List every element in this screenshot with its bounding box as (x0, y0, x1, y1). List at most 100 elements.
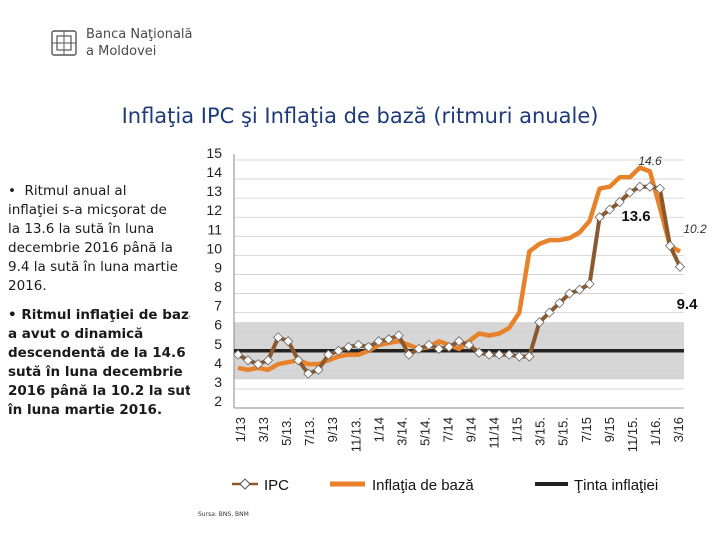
y-tick-label: 9 (214, 259, 222, 275)
y-tick-label: 12 (206, 202, 222, 218)
ipc-point (614, 196, 625, 208)
annotation-core-mar: 10.2 (683, 222, 707, 236)
chart-legend: IPC Inflaţia de bază Ţinta inflaţiei (232, 477, 658, 494)
ipc-point (242, 355, 254, 366)
ipc-point (433, 343, 444, 354)
x-tick-label: 11/13. (348, 417, 363, 452)
y-tick-label: 15 (206, 145, 222, 161)
y-tick-label: 8 (214, 279, 222, 295)
ipc-point (293, 355, 304, 366)
bank-name-line1: Banca Naţională (86, 27, 193, 42)
x-tick-label: 11/15. (625, 417, 640, 452)
x-tick-label: 3/13 (256, 417, 271, 442)
ipc-point (484, 349, 495, 360)
y-tick-label: 5 (214, 336, 222, 352)
x-tick-label: 3/15. (533, 417, 548, 446)
y-tick-label: 6 (214, 317, 222, 333)
ipc-point (604, 204, 615, 215)
ipc-point (474, 347, 485, 358)
ipc-point (273, 332, 284, 343)
x-tick-label: 5/14. (417, 417, 432, 446)
y-tick-label: 10 (206, 240, 222, 256)
y-tick-label: 4 (214, 355, 222, 371)
x-tick-label: 9/13 (325, 417, 340, 442)
ipc-point (403, 349, 414, 360)
ipc-point (373, 336, 384, 347)
ipc-point (253, 359, 264, 370)
annotation-ipc-mar: 9.4 (677, 296, 699, 313)
ipc-point (343, 341, 354, 353)
ipc-point (283, 336, 294, 347)
legend-target-label: Ţinta inflaţiei (574, 477, 658, 494)
ipc-point (514, 351, 525, 362)
x-tick-label: 1/15 (510, 417, 525, 442)
legend-core-label: Inflaţia de bază (372, 477, 474, 494)
ipc-point (584, 278, 595, 290)
ipc-point (564, 288, 575, 299)
bank-logo: Banca Naţională a Moldovei (50, 26, 193, 60)
bank-name-line2: a Moldovei (86, 44, 157, 59)
y-tick-label: 7 (214, 298, 222, 314)
x-tick-label: 5/13. (279, 417, 294, 446)
bank-emblem-icon (51, 30, 77, 56)
ipc-point (443, 341, 455, 353)
ipc-point (232, 349, 244, 360)
ipc-point (353, 339, 364, 351)
legend-ipc-label: IPC (264, 477, 289, 494)
y-tick-label: 14 (206, 164, 222, 180)
ipc-point (654, 183, 665, 194)
x-tick-label: 1/14 (371, 417, 386, 442)
x-tick-label: 1/13 (233, 417, 248, 442)
ipc-point (383, 334, 394, 345)
x-tick-label: 3/16 (671, 417, 686, 442)
ipc-point (313, 364, 324, 375)
ipc-point (634, 181, 645, 192)
ipc-point (333, 345, 344, 356)
ipc-point (494, 349, 505, 360)
ipc-point (674, 261, 686, 272)
ipc-point (363, 341, 374, 353)
bullet-list: • Ritmul anual al inflaţiei s-a micşorat… (8, 182, 190, 430)
bullet-core: • Ritmul inflaţiei de bază a avut o dina… (8, 307, 190, 418)
core-inflation-line (237, 165, 682, 373)
x-tick-label: 1/16. (648, 417, 663, 446)
ipc-point (463, 339, 475, 351)
ipc-point (323, 349, 334, 360)
ipc-point (644, 181, 655, 192)
ipc-point (413, 343, 424, 354)
x-tick-label: 3/14. (394, 417, 409, 446)
annotation-ipc-dec: 13.6 (621, 208, 650, 225)
ipc-point (504, 349, 515, 360)
ipc-point (423, 339, 434, 351)
ipc-point (554, 298, 565, 309)
ipc-point (263, 355, 274, 366)
bank-name: Banca Naţională a Moldovei (86, 26, 193, 60)
ipc-point (303, 368, 314, 379)
y-tick-label: 11 (207, 221, 222, 237)
x-tick-label: 9/15 (602, 417, 617, 442)
x-tick-label: 7/15 (579, 417, 594, 442)
ipc-point (453, 336, 465, 347)
y-tick-label: 2 (214, 393, 222, 409)
ipc-point (544, 307, 555, 318)
ipc-point (624, 187, 635, 198)
slide-title: Inflaţia IPC şi Inflaţia de bază (ritmur… (121, 104, 599, 128)
x-tick-label: 5/15. (556, 417, 571, 446)
legend-ipc-marker (239, 478, 251, 490)
x-tick-label: 7/13. (302, 417, 317, 446)
x-tick-label: 7/14 (440, 417, 455, 442)
bullet-cpi: • Ritmul anual al inflaţiei s-a micşorat… (8, 183, 178, 294)
source-note: Sursa: BNS, BNM (198, 511, 249, 518)
x-tick-label: 9/14 (464, 417, 479, 442)
ipc-point (664, 240, 676, 251)
x-tick-label: 11/14 (487, 417, 502, 449)
ipc-point (594, 212, 605, 223)
annotation-core-peak: 14.6 (638, 154, 662, 168)
y-tick-label: 3 (214, 374, 222, 390)
ipc-point (393, 330, 404, 341)
ipc-point (574, 284, 585, 295)
ipc-point (534, 317, 545, 328)
y-tick-label: 13 (206, 183, 222, 199)
ipc-point (524, 351, 535, 362)
